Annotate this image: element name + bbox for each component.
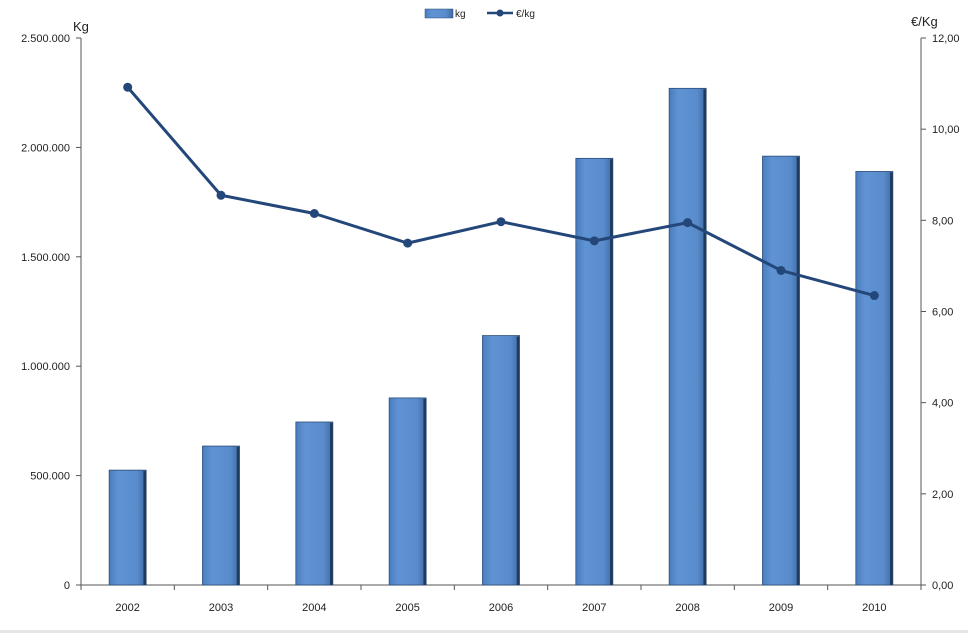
legend: kg €/kg [424, 8, 535, 20]
y-axis-label: Kg [73, 19, 89, 34]
y-tick-label: 1.500.000 [21, 252, 70, 264]
bottom-divider [0, 630, 968, 633]
bar-kg [762, 155, 800, 586]
y2-tick-label: 0,00 [932, 580, 953, 592]
point-price [869, 291, 879, 301]
y2-tick-label: 6,00 [932, 307, 953, 319]
point-price [683, 218, 693, 228]
bar-kg [202, 445, 240, 586]
x-tick-label: 2006 [489, 602, 513, 614]
legend-label-kg: kg [455, 9, 466, 20]
y2-tick-label: 2,00 [932, 489, 953, 501]
y2-axis-label: €/Kg [911, 14, 938, 29]
x-tick-label: 2003 [209, 602, 233, 614]
bar-kg [482, 335, 520, 586]
y-tick-label: 2.500.000 [21, 33, 70, 45]
point-price [589, 236, 599, 246]
x-tick-label: 2007 [582, 602, 606, 614]
bar-kg [575, 157, 614, 586]
legend-label-price: €/kg [516, 9, 535, 20]
y2-tick-label: 10,00 [932, 124, 960, 136]
point-price [403, 238, 413, 248]
bar-kg [295, 421, 334, 586]
x-tick-label: 2002 [115, 602, 139, 614]
x-tick-label: 2005 [395, 602, 419, 614]
y-tick-label: 500.000 [30, 471, 70, 483]
y-tick-label: 0 [64, 580, 70, 592]
point-price [309, 208, 319, 218]
x-tick-label: 2009 [769, 602, 793, 614]
bar-kg [668, 87, 707, 586]
point-price [776, 265, 786, 275]
legend-marker-price [496, 9, 504, 17]
y-tick-label: 2.000.000 [21, 142, 70, 154]
legend-swatch-kg [424, 8, 454, 19]
y2-tick-label: 8,00 [932, 215, 953, 227]
x-tick-label: 2004 [302, 602, 326, 614]
bar-kg [388, 397, 427, 586]
bar-kg [855, 171, 894, 586]
x-tick-label: 2008 [675, 602, 699, 614]
y-tick-label: 1.000.000 [21, 361, 70, 373]
point-price [496, 217, 506, 227]
y2-tick-label: 4,00 [932, 398, 953, 410]
point-price [123, 82, 133, 92]
bar-kg [108, 469, 147, 586]
point-price [216, 190, 226, 200]
y2-tick-label: 12,00 [932, 33, 960, 45]
x-tick-label: 2010 [862, 602, 886, 614]
